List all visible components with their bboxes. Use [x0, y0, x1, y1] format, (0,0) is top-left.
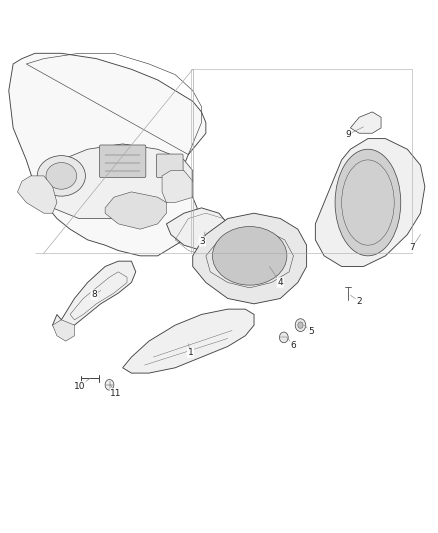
Polygon shape	[105, 192, 166, 229]
Text: 2: 2	[357, 297, 362, 305]
Polygon shape	[315, 139, 425, 266]
Polygon shape	[9, 53, 206, 256]
Polygon shape	[193, 213, 307, 304]
FancyBboxPatch shape	[99, 145, 146, 177]
Circle shape	[105, 379, 114, 390]
Text: 10: 10	[74, 382, 85, 391]
Polygon shape	[123, 309, 254, 373]
Text: 5: 5	[308, 327, 314, 336]
Polygon shape	[53, 261, 136, 330]
Ellipse shape	[46, 163, 77, 189]
Text: 4: 4	[278, 278, 283, 287]
Polygon shape	[166, 208, 228, 251]
Polygon shape	[18, 176, 57, 213]
Text: 8: 8	[91, 290, 97, 299]
FancyBboxPatch shape	[156, 154, 183, 177]
Circle shape	[279, 332, 288, 343]
Text: 6: 6	[290, 341, 297, 350]
Text: 3: 3	[199, 237, 205, 246]
Polygon shape	[350, 112, 381, 133]
Ellipse shape	[212, 227, 287, 285]
Polygon shape	[162, 171, 193, 203]
Polygon shape	[53, 320, 74, 341]
Circle shape	[298, 322, 303, 328]
Text: 9: 9	[345, 130, 351, 139]
Text: 7: 7	[409, 244, 415, 252]
Ellipse shape	[335, 149, 401, 256]
Text: 11: 11	[110, 389, 122, 398]
Ellipse shape	[37, 156, 85, 196]
Text: 1: 1	[187, 349, 194, 357]
Circle shape	[295, 319, 306, 332]
Polygon shape	[35, 144, 193, 219]
